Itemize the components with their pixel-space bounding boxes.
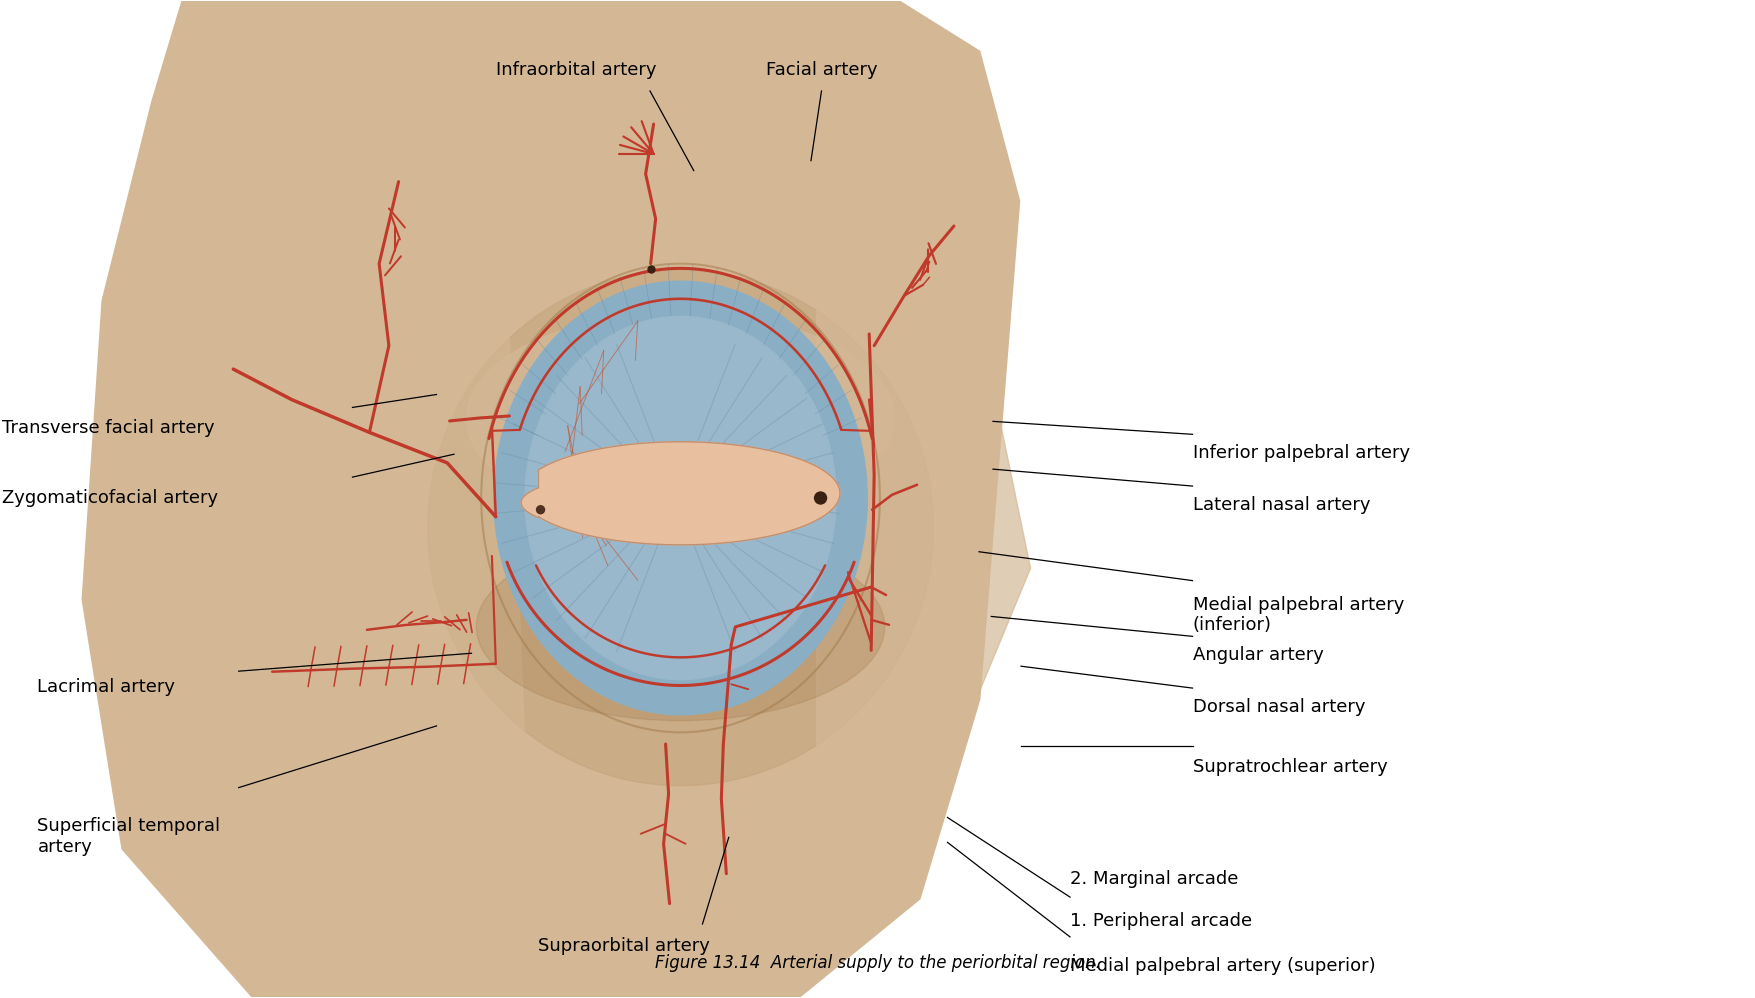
Polygon shape bbox=[253, 241, 525, 755]
Text: Transverse facial artery: Transverse facial artery bbox=[2, 419, 216, 437]
Text: 2. Marginal arcade: 2. Marginal arcade bbox=[1071, 870, 1239, 888]
Text: Angular artery: Angular artery bbox=[1192, 647, 1323, 665]
Text: Supratrochlear artery: Supratrochlear artery bbox=[1192, 757, 1386, 775]
Text: Supraorbital artery: Supraorbital artery bbox=[537, 937, 709, 955]
Ellipse shape bbox=[537, 506, 544, 514]
Text: Lacrimal artery: Lacrimal artery bbox=[37, 678, 176, 697]
Text: 1. Peripheral arcade: 1. Peripheral arcade bbox=[1071, 912, 1251, 930]
Polygon shape bbox=[816, 263, 1030, 755]
Text: Dorsal nasal artery: Dorsal nasal artery bbox=[1192, 698, 1365, 716]
Ellipse shape bbox=[525, 316, 835, 680]
Text: Figure 13.14  Arterial supply to the periorbital region.: Figure 13.14 Arterial supply to the peri… bbox=[655, 954, 1100, 972]
Polygon shape bbox=[521, 442, 841, 545]
Text: Superficial temporal
artery: Superficial temporal artery bbox=[37, 817, 221, 856]
Ellipse shape bbox=[814, 492, 827, 504]
Text: Infraorbital artery: Infraorbital artery bbox=[497, 61, 656, 79]
Text: Facial artery: Facial artery bbox=[765, 61, 878, 79]
Text: Medial palpebral artery (superior): Medial palpebral artery (superior) bbox=[1071, 957, 1376, 975]
Text: Inferior palpebral artery: Inferior palpebral artery bbox=[1192, 444, 1409, 462]
Ellipse shape bbox=[476, 533, 885, 721]
Ellipse shape bbox=[493, 281, 867, 715]
Text: Medial palpebral artery
(inferior): Medial palpebral artery (inferior) bbox=[1192, 596, 1404, 635]
Text: Lateral nasal artery: Lateral nasal artery bbox=[1192, 496, 1371, 514]
Ellipse shape bbox=[467, 312, 895, 524]
Ellipse shape bbox=[428, 270, 934, 785]
Text: Zygomaticofacial artery: Zygomaticofacial artery bbox=[2, 489, 219, 507]
Polygon shape bbox=[82, 1, 1020, 997]
